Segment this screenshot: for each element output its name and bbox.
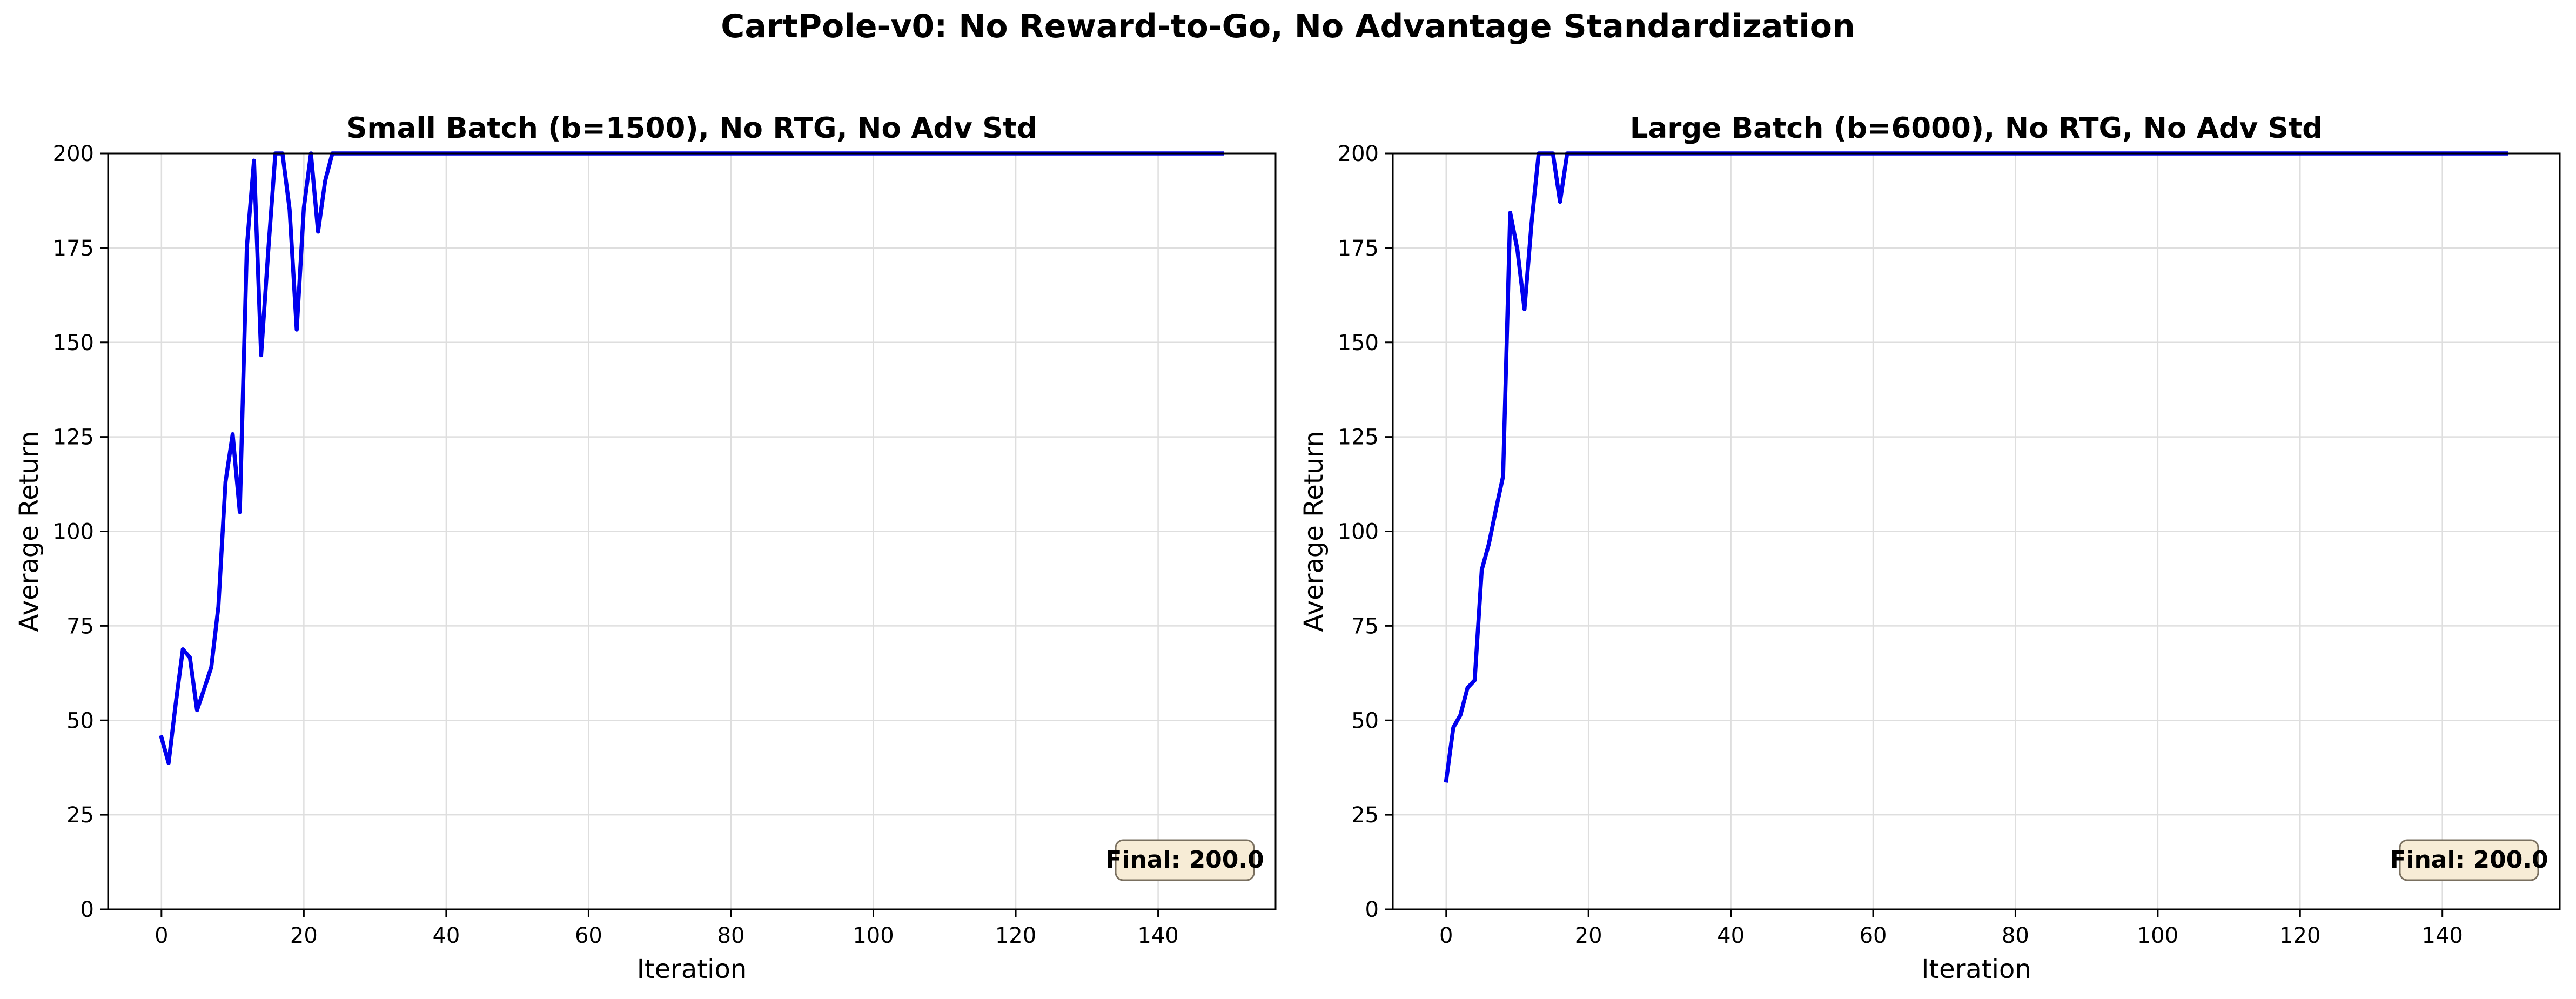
y-tick-label: 25 xyxy=(66,803,94,828)
x-axis-label: Iteration xyxy=(637,954,747,984)
chart-title: Large Batch (b=6000), No RTG, No Adv Std xyxy=(1630,112,2323,145)
x-tick-label: 80 xyxy=(717,923,745,948)
y-tick-label: 125 xyxy=(1338,425,1379,450)
y-tick-label: 150 xyxy=(53,331,94,356)
y-tick-label: 175 xyxy=(53,236,94,261)
x-tick-label: 20 xyxy=(290,923,318,948)
y-axis-label: Average Return xyxy=(1299,431,1329,632)
y-tick-label: 100 xyxy=(1338,520,1379,545)
chart-panel-large-batch: 0 20 40 60 80 100 120 140 0 25 50 75 100 125 150 175 200… xyxy=(1299,112,2561,984)
x-axis-label: Iteration xyxy=(1921,954,2031,984)
y-tick-label: 0 xyxy=(81,897,94,922)
y-tick-label: 150 xyxy=(1338,331,1379,356)
chart-title: Small Batch (b=1500), No RTG, No Adv Std xyxy=(346,112,1037,145)
final-value-box xyxy=(1115,839,1255,881)
figure-suptitle: CartPole-v0: No Reward-to-Go, No Advanta… xyxy=(721,8,1855,45)
y-tick-label: 75 xyxy=(1351,614,1379,639)
x-tick-label: 20 xyxy=(1575,923,1602,948)
x-tick-label: 120 xyxy=(995,923,1036,948)
x-tick-label: 40 xyxy=(1717,923,1745,948)
final-value-annotation: Final: 200.0 xyxy=(2390,846,2548,874)
y-tick-label: 0 xyxy=(1365,897,1379,922)
final-value-annotation: Final: 200.0 xyxy=(1105,846,1264,874)
x-tick-label: 140 xyxy=(2422,923,2463,948)
series-line xyxy=(1444,151,2508,783)
y-tick-label: 50 xyxy=(1351,708,1379,733)
x-tick-label: 0 xyxy=(1439,923,1453,948)
x-tick-label: 80 xyxy=(2002,923,2029,948)
y-tick-label: 75 xyxy=(66,614,94,639)
y-tick-label: 25 xyxy=(1351,803,1379,828)
final-value-box xyxy=(2399,839,2539,881)
x-tick-label: 120 xyxy=(2279,923,2320,948)
y-tick-label: 50 xyxy=(66,708,94,733)
y-tick-label: 125 xyxy=(53,425,94,450)
x-tick-label: 100 xyxy=(2137,923,2178,948)
y-tick-label: 200 xyxy=(1338,142,1379,166)
x-tick-label: 0 xyxy=(155,923,168,948)
y-tick-label: 100 xyxy=(53,520,94,545)
x-tick-label: 40 xyxy=(432,923,460,948)
series-line xyxy=(159,151,1224,766)
x-tick-label: 140 xyxy=(1137,923,1178,948)
y-tick-label: 200 xyxy=(53,142,94,166)
x-tick-label: 60 xyxy=(575,923,602,948)
y-axis-label: Average Return xyxy=(14,431,44,632)
x-tick-label: 100 xyxy=(853,923,894,948)
chart-panel-small-batch: 0 20 40 60 80 100 120 140 0 25 50 75 100 125 150 175 200… xyxy=(14,112,1277,984)
x-tick-label: 60 xyxy=(1860,923,1887,948)
y-tick-label: 175 xyxy=(1338,236,1379,261)
